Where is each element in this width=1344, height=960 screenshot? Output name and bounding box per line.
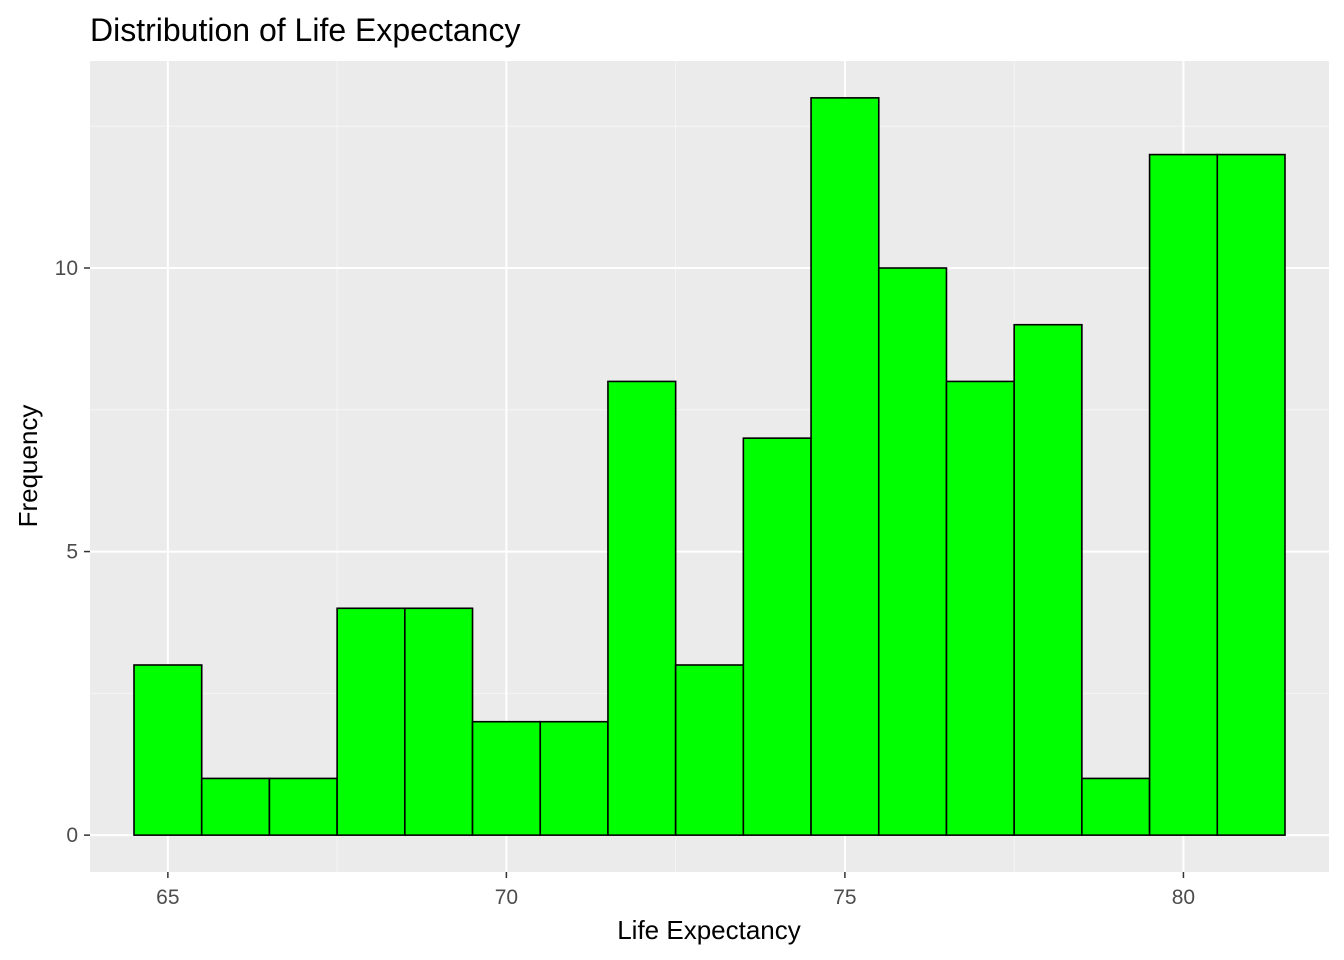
y-axis-title: Frequency — [13, 405, 43, 528]
histogram-bar — [1216, 153, 1286, 836]
x-axis-ticks: 65 70 75 80 — [156, 872, 1195, 909]
histogram-bar — [200, 777, 271, 836]
x-tick-label: 65 — [156, 886, 179, 909]
histogram-bar — [1148, 153, 1219, 836]
histogram-bar — [607, 380, 677, 836]
histogram-bar — [742, 437, 812, 836]
x-tick-label: 80 — [1172, 886, 1195, 909]
y-tick-label: 0 — [66, 824, 78, 847]
histogram-bar — [404, 607, 474, 836]
histogram-bar — [674, 664, 745, 836]
x-tick-label: 75 — [833, 886, 856, 909]
histogram-bars — [133, 97, 1286, 836]
histogram-bar — [1081, 777, 1151, 836]
histogram-bar — [810, 97, 880, 836]
chart-title: Distribution of Life Expectancy — [90, 12, 520, 48]
histogram-bar — [336, 607, 406, 836]
histogram-bar — [133, 664, 203, 836]
histogram-bar — [945, 380, 1015, 836]
histogram-bar — [1013, 323, 1083, 836]
histogram-bar — [539, 720, 609, 836]
y-tick-label: 5 — [66, 541, 78, 564]
x-tick-label: 70 — [495, 886, 518, 909]
histogram-bar — [471, 720, 542, 836]
x-axis-title: Life Expectancy — [617, 915, 801, 945]
y-tick-label: 10 — [55, 257, 78, 280]
histogram-bar — [268, 777, 338, 836]
histogram-bar — [877, 267, 948, 836]
y-axis-ticks: 0 5 10 — [55, 257, 90, 847]
